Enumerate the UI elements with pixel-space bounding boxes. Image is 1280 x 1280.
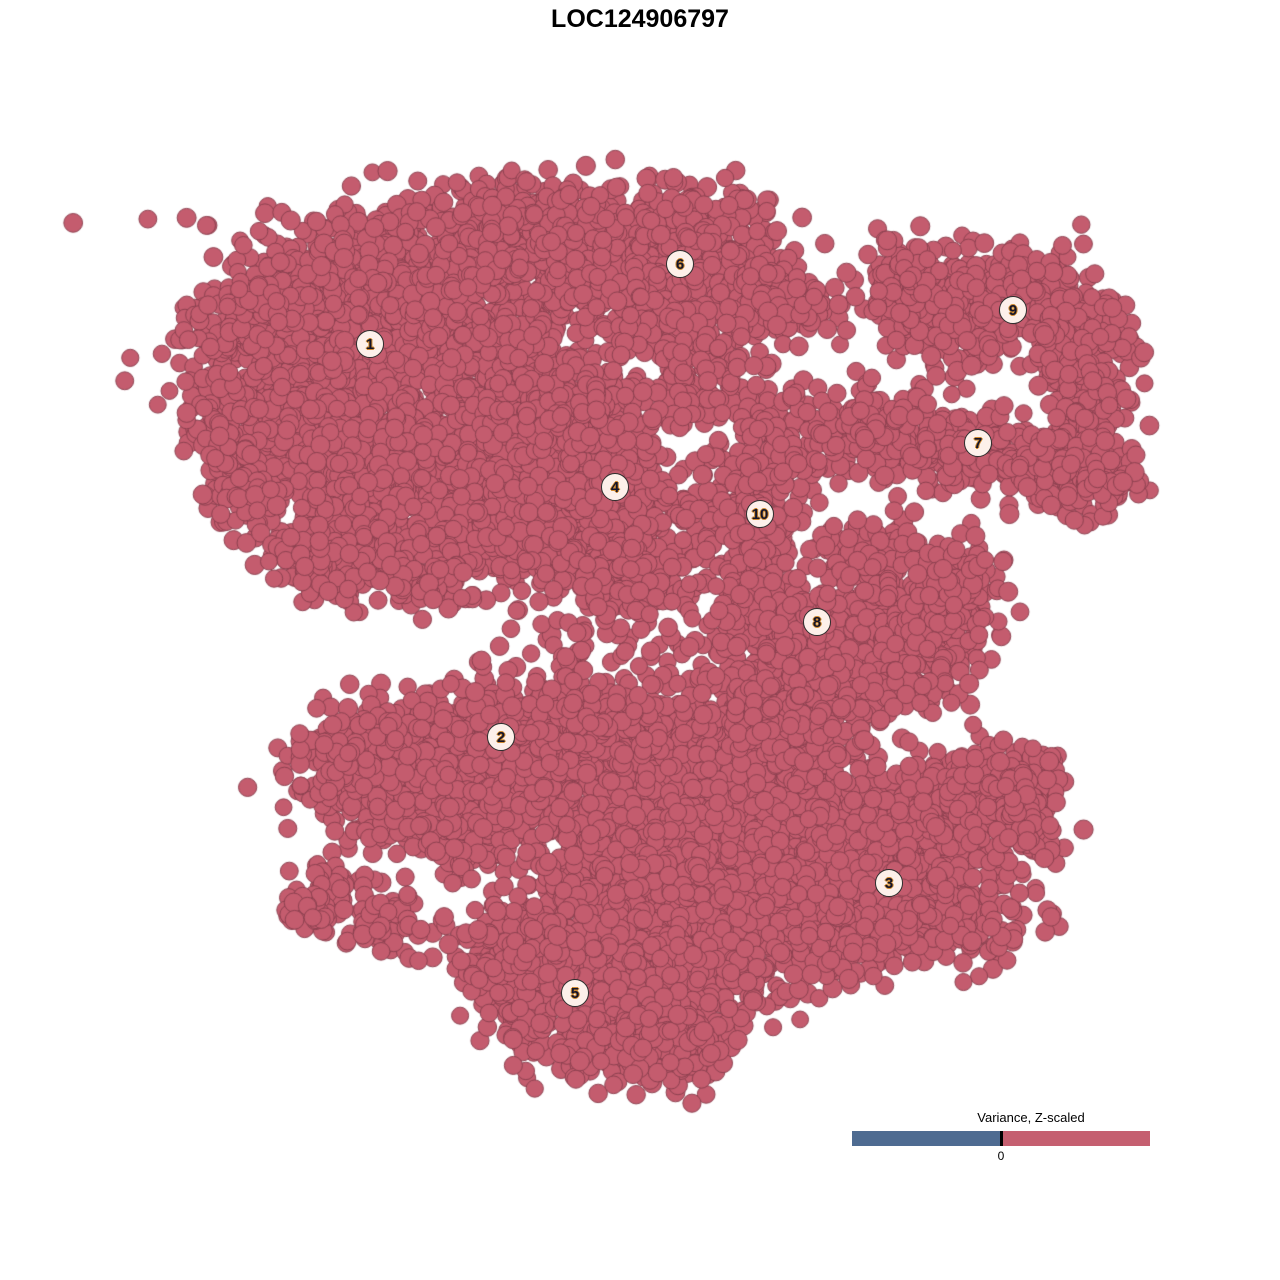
legend-title: Variance, Z-scaled — [977, 1110, 1085, 1125]
legend-colorbar — [852, 1131, 1150, 1146]
variance-legend: Variance, Z-scaled 0 — [852, 1110, 1150, 1163]
legend-negative-segment — [852, 1131, 1001, 1146]
legend-positive-segment — [1001, 1131, 1150, 1146]
legend-zero-label: 0 — [997, 1149, 1005, 1163]
legend-zero-tick — [999, 1131, 1003, 1146]
